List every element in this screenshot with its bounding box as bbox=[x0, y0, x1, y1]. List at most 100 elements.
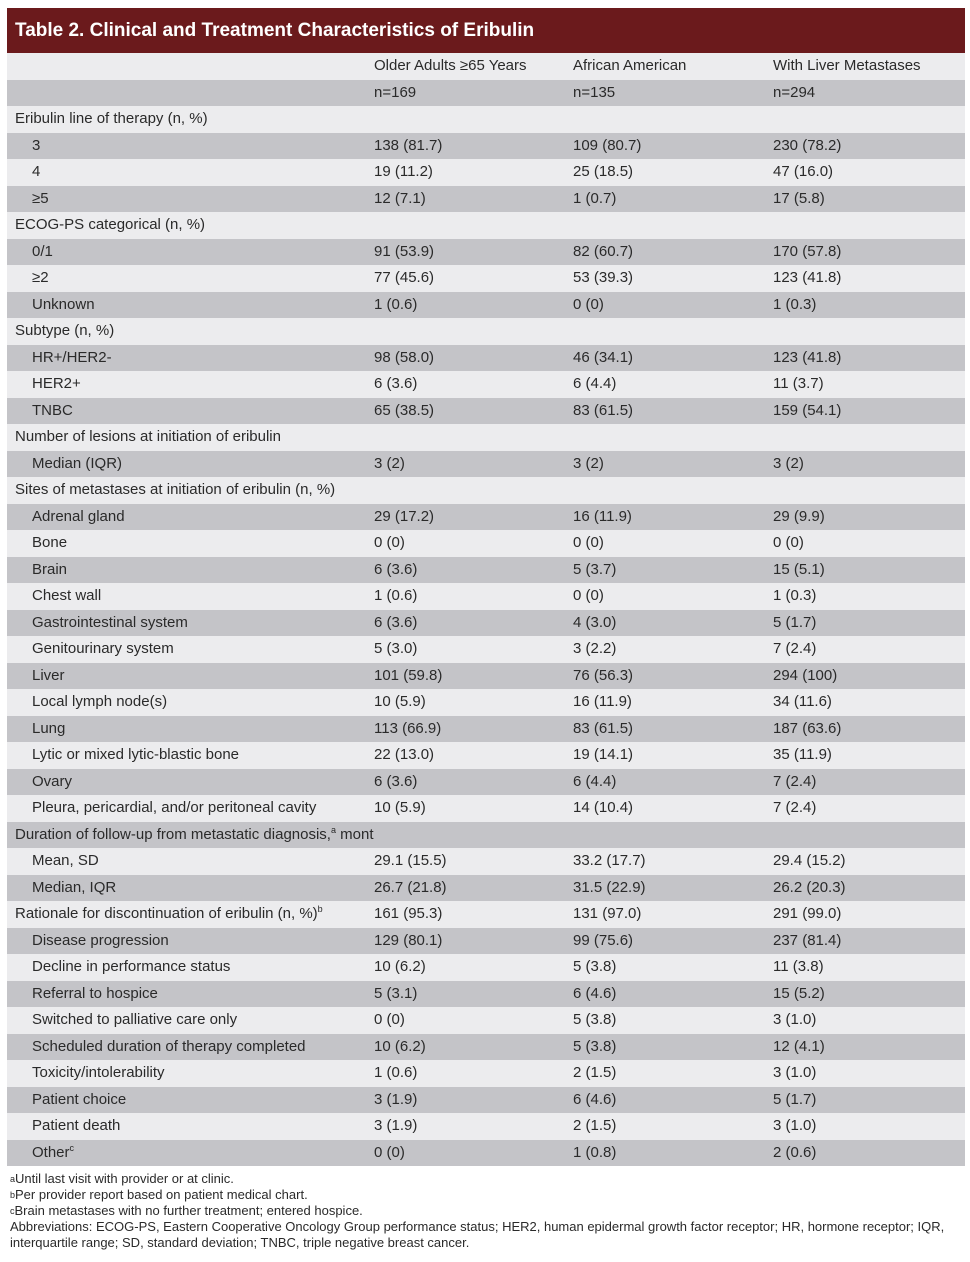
value-cell: 3 (1.0) bbox=[773, 1113, 965, 1140]
value-cell: 77 (45.6) bbox=[374, 265, 573, 292]
value-cell: 29 (9.9) bbox=[773, 503, 965, 530]
row-label-text: ≥5 bbox=[32, 189, 49, 207]
value-cell: 1 (0.6) bbox=[374, 291, 573, 318]
value-cell: 99 (75.6) bbox=[573, 927, 773, 954]
table-row: 3 138 (81.7) 109 (80.7) 230 (78.2) bbox=[7, 132, 965, 159]
row-label-text: Disease progression bbox=[32, 931, 169, 949]
value-cell: 6 (4.6) bbox=[573, 980, 773, 1007]
count-cell: n=135 bbox=[573, 79, 773, 106]
value-cell: 0 (0) bbox=[374, 1007, 573, 1034]
value-cell: 34 (11.6) bbox=[773, 689, 965, 716]
value-cell bbox=[374, 424, 573, 451]
row-label: 4 bbox=[7, 159, 374, 186]
row-label: Median (IQR) bbox=[7, 450, 374, 477]
value-cell: 291 (99.0) bbox=[773, 901, 965, 928]
row-label-text: Gastrointestinal system bbox=[32, 613, 188, 631]
value-cell bbox=[374, 212, 573, 239]
value-cell: 31.5 (22.9) bbox=[573, 874, 773, 901]
table-row: Disease progression 129 (80.1) 99 (75.6) 23… bbox=[7, 927, 965, 954]
row-label-text: TNBC bbox=[32, 401, 73, 419]
row-label: Gastrointestinal system bbox=[7, 609, 374, 636]
value-cell: 3 (1.0) bbox=[773, 1060, 965, 1087]
footnote-text: Per provider report based on patient med… bbox=[15, 1187, 308, 1202]
row-label: HER2+ bbox=[7, 371, 374, 398]
value-cell bbox=[773, 424, 965, 451]
row-label: Decline in performance status bbox=[7, 954, 374, 981]
row-label: Toxicity/intolerability bbox=[7, 1060, 374, 1087]
value-cell: 82 (60.7) bbox=[573, 238, 773, 265]
row-label-text: HR+/HER2- bbox=[32, 348, 112, 366]
count-cell bbox=[7, 79, 374, 106]
row-label-text: Toxicity/intolerability bbox=[32, 1064, 165, 1081]
row-label-text: 0/1 bbox=[32, 242, 53, 260]
value-cell: 159 (54.1) bbox=[773, 397, 965, 424]
row-label-text: Referral to hospice bbox=[32, 984, 158, 1002]
value-cell: 26.2 (20.3) bbox=[773, 874, 965, 901]
value-cell: 138 (81.7) bbox=[374, 132, 573, 159]
value-cell: 83 (61.5) bbox=[573, 715, 773, 742]
value-cell: 5 (3.8) bbox=[573, 954, 773, 981]
value-cell: 29.4 (15.2) bbox=[773, 848, 965, 875]
footnote-marker: b bbox=[317, 904, 323, 914]
value-cell: 22 (13.0) bbox=[374, 742, 573, 769]
table-row: Adrenal gland 29 (17.2) 16 (11.9) 29 (9.9) bbox=[7, 503, 965, 530]
value-cell: 3 (2.2) bbox=[573, 636, 773, 663]
value-cell: 1 (0.8) bbox=[573, 1139, 773, 1166]
value-cell bbox=[573, 212, 773, 239]
value-cell: 2 (0.6) bbox=[773, 1139, 965, 1166]
table-row: Patient death 3 (1.9) 2 (1.5) 3 (1.0) bbox=[7, 1113, 965, 1140]
value-cell: 2 (1.5) bbox=[573, 1113, 773, 1140]
value-cell bbox=[573, 318, 773, 345]
row-label: Ovary bbox=[7, 768, 374, 795]
value-cell: 3 (2) bbox=[573, 450, 773, 477]
value-cell: 7 (2.4) bbox=[773, 636, 965, 663]
value-cell bbox=[773, 821, 965, 848]
table-row: Brain 6 (3.6) 5 (3.7) 15 (5.1) bbox=[7, 556, 965, 583]
footnotes: aUntil last visit with provider or at cl… bbox=[7, 1166, 965, 1251]
row-label: Unknown bbox=[7, 291, 374, 318]
row-label-text: Unknown bbox=[32, 295, 95, 313]
value-cell: 33.2 (17.7) bbox=[573, 848, 773, 875]
value-cell: 6 (3.6) bbox=[374, 371, 573, 398]
value-cell: 4 (3.0) bbox=[573, 609, 773, 636]
value-cell: 1 (0.6) bbox=[374, 583, 573, 610]
value-cell bbox=[573, 477, 773, 504]
value-cell: 161 (95.3) bbox=[374, 901, 573, 928]
value-cell: 3 (1.9) bbox=[374, 1086, 573, 1113]
column-header: Older Adults ≥65 Years bbox=[374, 53, 573, 80]
value-cell: 0 (0) bbox=[573, 583, 773, 610]
value-cell: 1 (0.3) bbox=[773, 291, 965, 318]
row-label: Eribulin line of therapy (n, %) bbox=[7, 106, 374, 133]
row-label: Local lymph node(s) bbox=[7, 689, 374, 716]
value-cell bbox=[374, 477, 573, 504]
value-cell: 83 (61.5) bbox=[573, 397, 773, 424]
value-cell: 6 (3.6) bbox=[374, 556, 573, 583]
row-label-text: Sites of metastases at initiation of eri… bbox=[15, 481, 336, 498]
count-row: n=169 n=135 n=294 bbox=[7, 79, 965, 106]
footnote-marker: a bbox=[10, 1174, 16, 1184]
value-cell: 16 (11.9) bbox=[573, 689, 773, 716]
row-label-text: Duration of follow-up from metastatic di… bbox=[15, 825, 331, 843]
table-row: Mean, SD 29.1 (15.5) 33.2 (17.7) 29.4 (15.2… bbox=[7, 848, 965, 875]
section-header-row: Rationale for discontinuation of eribuli… bbox=[7, 901, 965, 928]
value-cell bbox=[773, 318, 965, 345]
row-label: Patient choice bbox=[7, 1086, 374, 1113]
value-cell: 16 (11.9) bbox=[573, 503, 773, 530]
value-cell: 47 (16.0) bbox=[773, 159, 965, 186]
footnote: cBrain metastases with no further treatm… bbox=[10, 1203, 965, 1219]
table-row: Genitourinary system 5 (3.0) 3 (2.2) 7 (2.4… bbox=[7, 636, 965, 663]
value-cell: 11 (3.7) bbox=[773, 371, 965, 398]
footnote-marker: c bbox=[69, 1142, 75, 1153]
row-label-text: Subtype (n, %) bbox=[15, 322, 115, 339]
table-row: Switched to palliative care only 0 (0) 5 (… bbox=[7, 1007, 965, 1034]
table-container: Table 2. Clinical and Treatment Characte… bbox=[7, 8, 965, 1251]
row-label: Patient death bbox=[7, 1113, 374, 1140]
value-cell: 5 (3.8) bbox=[573, 1033, 773, 1060]
table-row: ≥5 12 (7.1) 1 (0.7) 17 (5.8) bbox=[7, 185, 965, 212]
table-row: Lytic or mixed lytic-blastic bone 22 (13.… bbox=[7, 742, 965, 769]
value-cell: 3 (2) bbox=[773, 450, 965, 477]
footnote-marker: b bbox=[10, 1190, 16, 1200]
value-cell: 5 (3.8) bbox=[573, 1007, 773, 1034]
value-cell: 29 (17.2) bbox=[374, 503, 573, 530]
count-cell: n=294 bbox=[773, 79, 965, 106]
